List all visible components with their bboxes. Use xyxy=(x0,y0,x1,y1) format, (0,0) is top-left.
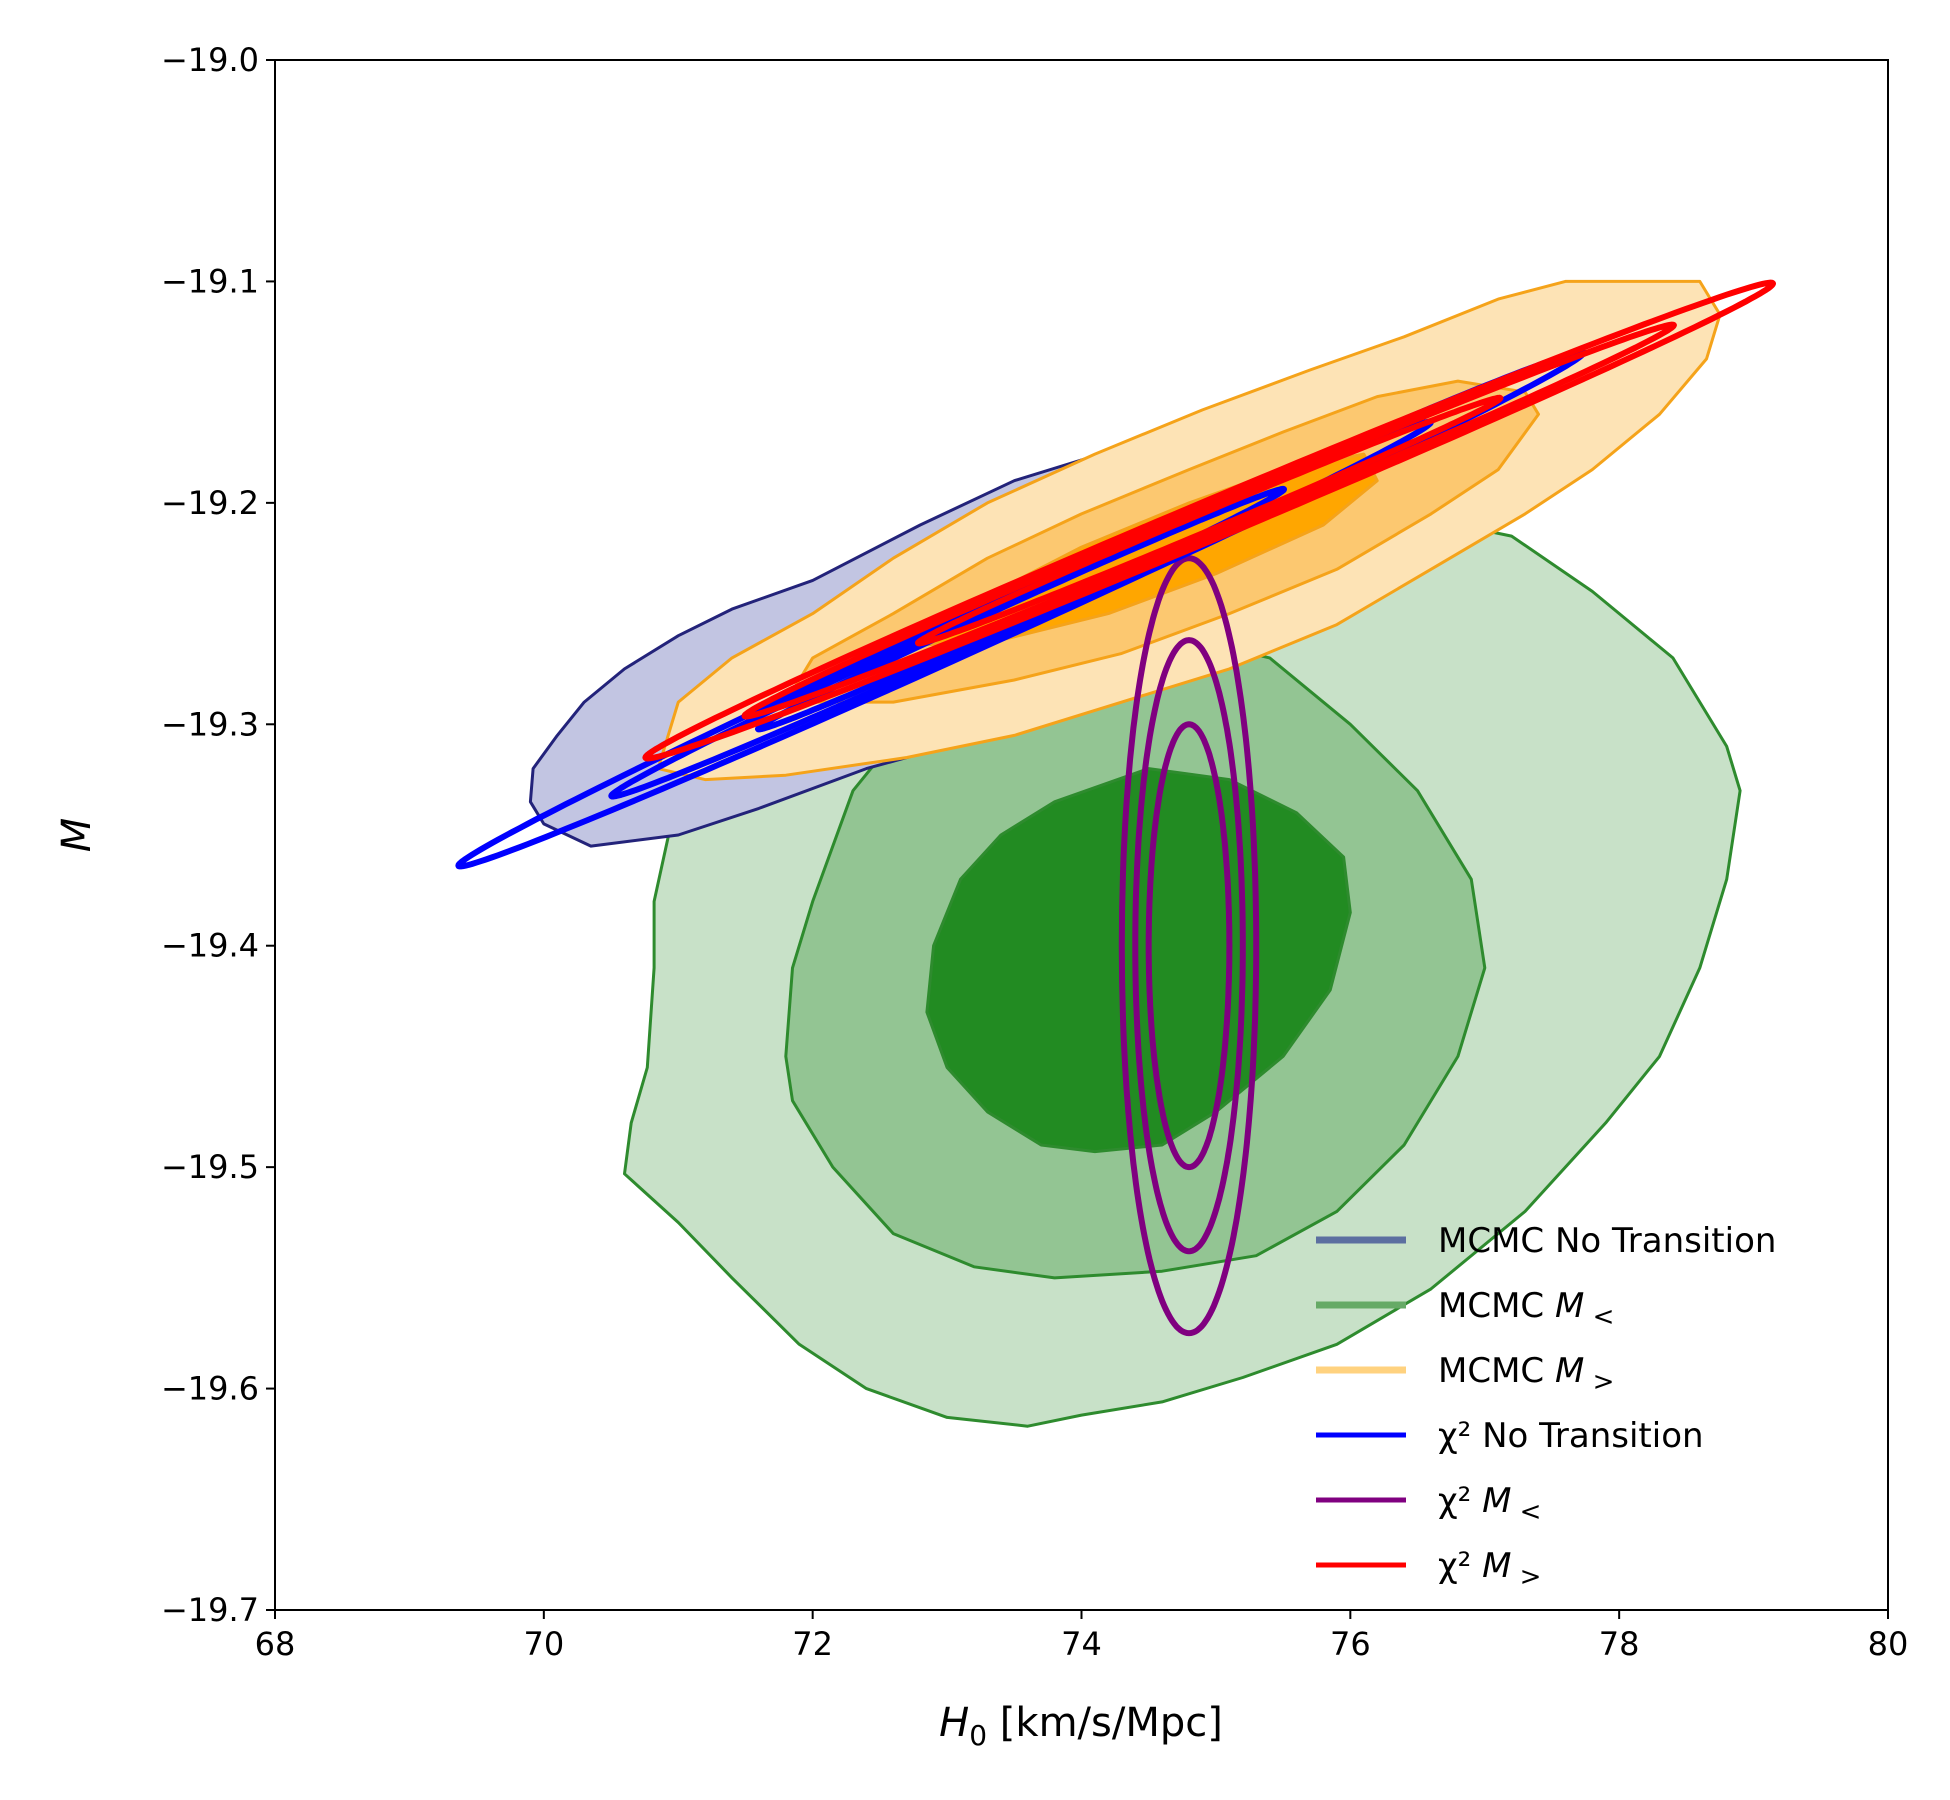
legend-entry-chi-no: χ² No Transition xyxy=(1316,1416,1704,1456)
y-tick-label: −19.6 xyxy=(161,1370,259,1408)
plot-area xyxy=(455,279,1776,1428)
legend-entry-chi-lt: χ² M < xyxy=(1316,1481,1541,1527)
legend-label: MCMC No Transition xyxy=(1438,1221,1776,1261)
legend-entry-chi-gt: χ² M > xyxy=(1316,1546,1541,1592)
y-axis-label: M xyxy=(54,818,100,853)
legend-label: MCMC M > xyxy=(1438,1351,1614,1397)
y-tick-label: −19.0 xyxy=(161,41,259,79)
ellipse-group-chi2--m xyxy=(642,279,1776,762)
ellipse-chi2--m-3 xyxy=(642,279,1776,762)
ellipse-chi2--m-3 xyxy=(1118,555,1260,1337)
legend-label: χ² M < xyxy=(1438,1481,1541,1527)
x-axis-label-rest: [km/s/Mpc] xyxy=(987,1700,1223,1746)
y-tick-label: −19.2 xyxy=(161,484,259,522)
x-tick-label: 72 xyxy=(792,1625,833,1663)
axis-ticks: 68 70 72 74 76 78 80 −19.7 −19.6 −19.5 −19.4 −19.3 −… xyxy=(161,41,1908,1663)
legend: MCMC No Transition MCMC M < MCMC M > χ² No … xyxy=(1316,1221,1776,1592)
contour-mcmc-m-level-3 xyxy=(925,767,1352,1154)
ellipse-chi2--m-1 xyxy=(915,394,1504,647)
x-tick-label: 80 xyxy=(1868,1625,1909,1663)
y-tick-label: −19.4 xyxy=(161,927,259,965)
ellipse-group-chi2--m xyxy=(1118,555,1260,1337)
y-tick-label: −19.3 xyxy=(161,705,259,743)
y-tick-label: −19.5 xyxy=(161,1148,259,1186)
y-tick-label: −19.1 xyxy=(161,262,259,300)
y-tick-label: −19.7 xyxy=(161,1591,259,1629)
x-axis-label-sub: 0 xyxy=(969,1719,987,1752)
legend-entry-mcmc-lt: MCMC M < xyxy=(1316,1286,1614,1332)
legend-label: MCMC M < xyxy=(1438,1286,1614,1332)
legend-label: χ² M > xyxy=(1438,1546,1541,1592)
x-tick-label: 74 xyxy=(1061,1625,1102,1663)
x-tick-label: 76 xyxy=(1330,1625,1371,1663)
ellipse-chi2--m-1 xyxy=(1145,721,1233,1171)
x-tick-label: 70 xyxy=(523,1625,564,1663)
x-tick-label: 68 xyxy=(255,1625,296,1663)
x-axis-label-main: H xyxy=(939,1700,969,1746)
legend-label: χ² No Transition xyxy=(1438,1416,1704,1456)
x-tick-label: 78 xyxy=(1599,1625,1640,1663)
ellipse-chi2--m-2 xyxy=(1132,637,1246,1255)
x-axis-label: H0 [km/s/Mpc] xyxy=(939,1700,1223,1752)
legend-entry-mcmc-gt: MCMC M > xyxy=(1316,1351,1614,1397)
legend-entry-mcmc-no: MCMC No Transition xyxy=(1316,1221,1776,1261)
ellipse-chi2--m-2 xyxy=(741,321,1677,720)
